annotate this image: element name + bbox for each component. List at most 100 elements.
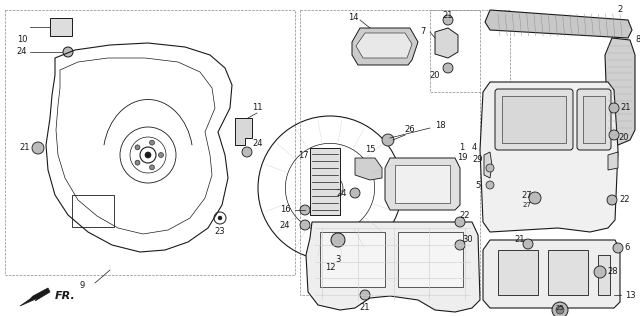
Polygon shape — [435, 28, 458, 58]
FancyBboxPatch shape — [577, 89, 611, 150]
Circle shape — [32, 142, 44, 154]
Bar — [430, 10, 510, 92]
Text: 21: 21 — [621, 104, 631, 112]
Text: 6: 6 — [624, 244, 630, 252]
Circle shape — [613, 243, 623, 253]
Text: 12: 12 — [324, 264, 335, 272]
Circle shape — [63, 47, 73, 57]
Text: 25: 25 — [556, 305, 564, 311]
Text: 24: 24 — [337, 189, 348, 198]
Circle shape — [331, 233, 345, 247]
Text: 28: 28 — [608, 268, 618, 276]
Circle shape — [242, 147, 252, 157]
Text: 2: 2 — [618, 5, 623, 15]
Text: 13: 13 — [625, 290, 636, 300]
Polygon shape — [235, 118, 252, 145]
Bar — [598, 255, 610, 295]
Bar — [398, 232, 463, 287]
Text: 4: 4 — [472, 143, 477, 153]
Text: 23: 23 — [214, 228, 225, 236]
Text: 16: 16 — [280, 205, 291, 215]
Polygon shape — [385, 158, 460, 210]
Circle shape — [300, 220, 310, 230]
Text: 14: 14 — [348, 14, 358, 22]
Text: 27: 27 — [523, 202, 531, 208]
Bar — [548, 250, 588, 295]
Text: 3: 3 — [335, 256, 340, 264]
Text: 24: 24 — [280, 221, 291, 229]
Circle shape — [150, 140, 154, 145]
Text: 30: 30 — [463, 235, 474, 245]
Text: 1: 1 — [460, 143, 465, 153]
Text: 21: 21 — [443, 10, 453, 20]
Polygon shape — [483, 240, 620, 308]
Text: FR.: FR. — [55, 291, 76, 301]
Text: 22: 22 — [460, 210, 470, 220]
Polygon shape — [355, 158, 382, 180]
Bar — [300, 10, 480, 295]
Circle shape — [529, 192, 541, 204]
Bar — [583, 96, 605, 143]
Text: 26: 26 — [404, 125, 415, 135]
Polygon shape — [356, 33, 412, 58]
Polygon shape — [484, 152, 492, 178]
Bar — [502, 96, 566, 143]
Circle shape — [486, 164, 494, 172]
Polygon shape — [310, 148, 340, 215]
Bar — [395, 165, 450, 203]
Text: 19: 19 — [457, 154, 467, 162]
Circle shape — [609, 130, 619, 140]
Circle shape — [443, 15, 453, 25]
Polygon shape — [485, 10, 632, 38]
Circle shape — [218, 216, 222, 220]
Text: 5: 5 — [476, 180, 481, 190]
Polygon shape — [608, 152, 618, 170]
Circle shape — [145, 152, 151, 158]
Circle shape — [523, 239, 533, 249]
Text: 8: 8 — [636, 35, 640, 45]
Text: 15: 15 — [365, 145, 375, 155]
Text: 22: 22 — [620, 196, 630, 204]
Circle shape — [382, 134, 394, 146]
Text: 20: 20 — [619, 133, 629, 143]
Text: 20: 20 — [429, 70, 440, 80]
Text: 18: 18 — [435, 120, 445, 130]
Text: 21: 21 — [515, 235, 525, 245]
Polygon shape — [480, 82, 618, 232]
Bar — [5, 10, 295, 275]
Text: 24: 24 — [253, 138, 263, 148]
Circle shape — [486, 181, 494, 189]
Text: 21: 21 — [360, 303, 371, 313]
Circle shape — [594, 266, 606, 278]
Bar — [498, 250, 538, 295]
Circle shape — [135, 145, 140, 150]
Circle shape — [609, 103, 619, 113]
Polygon shape — [20, 288, 50, 306]
Text: 29: 29 — [473, 155, 483, 165]
Circle shape — [360, 290, 370, 300]
Text: 27: 27 — [522, 191, 532, 199]
Circle shape — [455, 240, 465, 250]
Polygon shape — [605, 38, 635, 145]
Text: 24: 24 — [17, 47, 28, 57]
Text: 7: 7 — [420, 27, 426, 37]
Text: 10: 10 — [17, 35, 28, 45]
Circle shape — [443, 63, 453, 73]
Bar — [72, 195, 114, 227]
Circle shape — [455, 217, 465, 227]
Circle shape — [552, 302, 568, 316]
Circle shape — [350, 188, 360, 198]
Circle shape — [607, 195, 617, 205]
Bar — [320, 232, 385, 287]
Polygon shape — [352, 28, 418, 65]
Text: 21: 21 — [20, 143, 30, 153]
Circle shape — [135, 160, 140, 165]
Text: 11: 11 — [252, 104, 262, 112]
FancyBboxPatch shape — [495, 89, 573, 150]
Polygon shape — [306, 222, 480, 312]
FancyBboxPatch shape — [50, 18, 72, 36]
Text: 17: 17 — [298, 150, 308, 160]
Text: 9: 9 — [79, 281, 84, 289]
Circle shape — [150, 165, 154, 170]
Circle shape — [159, 153, 163, 157]
